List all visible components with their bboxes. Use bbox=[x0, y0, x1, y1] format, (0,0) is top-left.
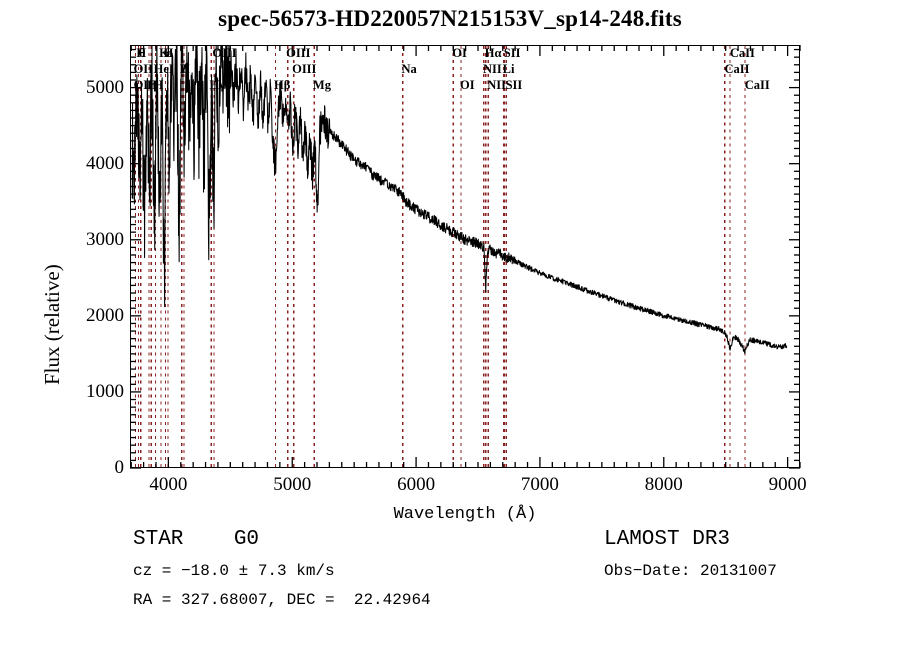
spectral-line-label: H bbox=[153, 78, 164, 92]
obs-date: Obs−Date: 20131007 bbox=[604, 562, 777, 580]
y-axis-tick-labels: 0 1000 2000 3000 4000 5000 bbox=[60, 45, 124, 478]
spectral-line-label: NII bbox=[482, 62, 502, 76]
coordinates: RA = 327.68007, DEC = 22.42964 bbox=[133, 591, 431, 609]
page-title: spec-56573-HD220057N215153V_sp14-248.fit… bbox=[218, 6, 682, 31]
spectral-line-label: H bbox=[146, 78, 157, 92]
x-tick-label: 6000 bbox=[397, 474, 436, 495]
spectral-line-label: θ bbox=[138, 46, 146, 60]
spectral-line-label: NII bbox=[487, 78, 507, 92]
spectral-line-label: HeI bbox=[153, 62, 174, 76]
y-tick-label: 5000 bbox=[86, 76, 124, 98]
plot-frame bbox=[130, 45, 800, 468]
spectral-line-label: Hβ bbox=[274, 78, 291, 92]
spectral-line-label: OI bbox=[452, 46, 467, 60]
y-tick-label: 2000 bbox=[86, 304, 124, 326]
footer-right: LAMOST DR3 Obs−Date: 20131007 bbox=[604, 528, 777, 580]
y-axis-label: Flux (relative) bbox=[18, 130, 64, 390]
spectral-line-label: Mg bbox=[312, 78, 331, 92]
spectral-line-label: OII bbox=[133, 62, 154, 76]
spectral-line-label: SII bbox=[503, 46, 521, 60]
spectrum-plot bbox=[131, 46, 788, 467]
survey-name: LAMOST DR3 bbox=[604, 528, 731, 551]
spectral-line-label: SII bbox=[505, 78, 523, 92]
spectral-line-label: OII bbox=[133, 78, 154, 92]
y-tick-label: 3000 bbox=[86, 228, 124, 250]
y-tick-label: 1000 bbox=[86, 380, 124, 402]
footer: STAR G0 cz = −18.0 ± 7.3 km/s RA = 327.6… bbox=[0, 528, 900, 638]
y-axis-label-text: Flux (relative) bbox=[40, 264, 64, 385]
x-axis-label: Wavelength (Å) bbox=[393, 505, 537, 524]
spectral-line-label: CaII bbox=[729, 46, 755, 60]
spectral-line-label: Na bbox=[401, 62, 417, 76]
spectral-line-label: CaII bbox=[724, 62, 750, 76]
redshift-velocity: cz = −18.0 ± 7.3 km/s bbox=[133, 562, 335, 580]
spectral-line-label: K bbox=[159, 46, 169, 60]
spectral-line-label: H bbox=[136, 46, 147, 60]
x-tick-label: 7000 bbox=[520, 474, 559, 495]
footer-left: STAR G0 cz = −18.0 ± 7.3 km/s RA = 327.6… bbox=[133, 528, 431, 609]
x-tick-label: 5000 bbox=[273, 474, 312, 495]
y-tick-label: 0 bbox=[114, 457, 125, 478]
axis-ticks bbox=[130, 45, 801, 469]
spectral-line-label: OIII bbox=[292, 62, 317, 76]
spectral-line-label: Li bbox=[502, 62, 515, 76]
spectral-line-label: OIII bbox=[286, 46, 311, 60]
spectral-line-label: ε bbox=[166, 46, 172, 60]
object-class: STAR G0 bbox=[133, 528, 260, 551]
spectral-line-label: OI bbox=[460, 78, 475, 92]
x-tick-label: 9000 bbox=[768, 474, 807, 495]
spectral-line-label: H bbox=[179, 62, 190, 76]
y-tick-label: 4000 bbox=[86, 152, 124, 174]
spectral-line-label: Hα bbox=[484, 46, 502, 60]
spectral-line-label: η bbox=[149, 78, 157, 92]
spectral-line-label: H bbox=[163, 46, 174, 60]
x-tick-label: 4000 bbox=[149, 474, 188, 495]
spectral-line-label: δ bbox=[182, 62, 189, 76]
x-axis-tick-labels: 4000 5000 6000 7000 8000 9000 bbox=[130, 474, 806, 500]
spectral-line-label: CaII bbox=[744, 78, 770, 92]
spectral-line-label: Hγ bbox=[209, 78, 226, 92]
spectral-line-label: OIII bbox=[212, 46, 237, 60]
x-tick-label: 8000 bbox=[644, 474, 683, 495]
